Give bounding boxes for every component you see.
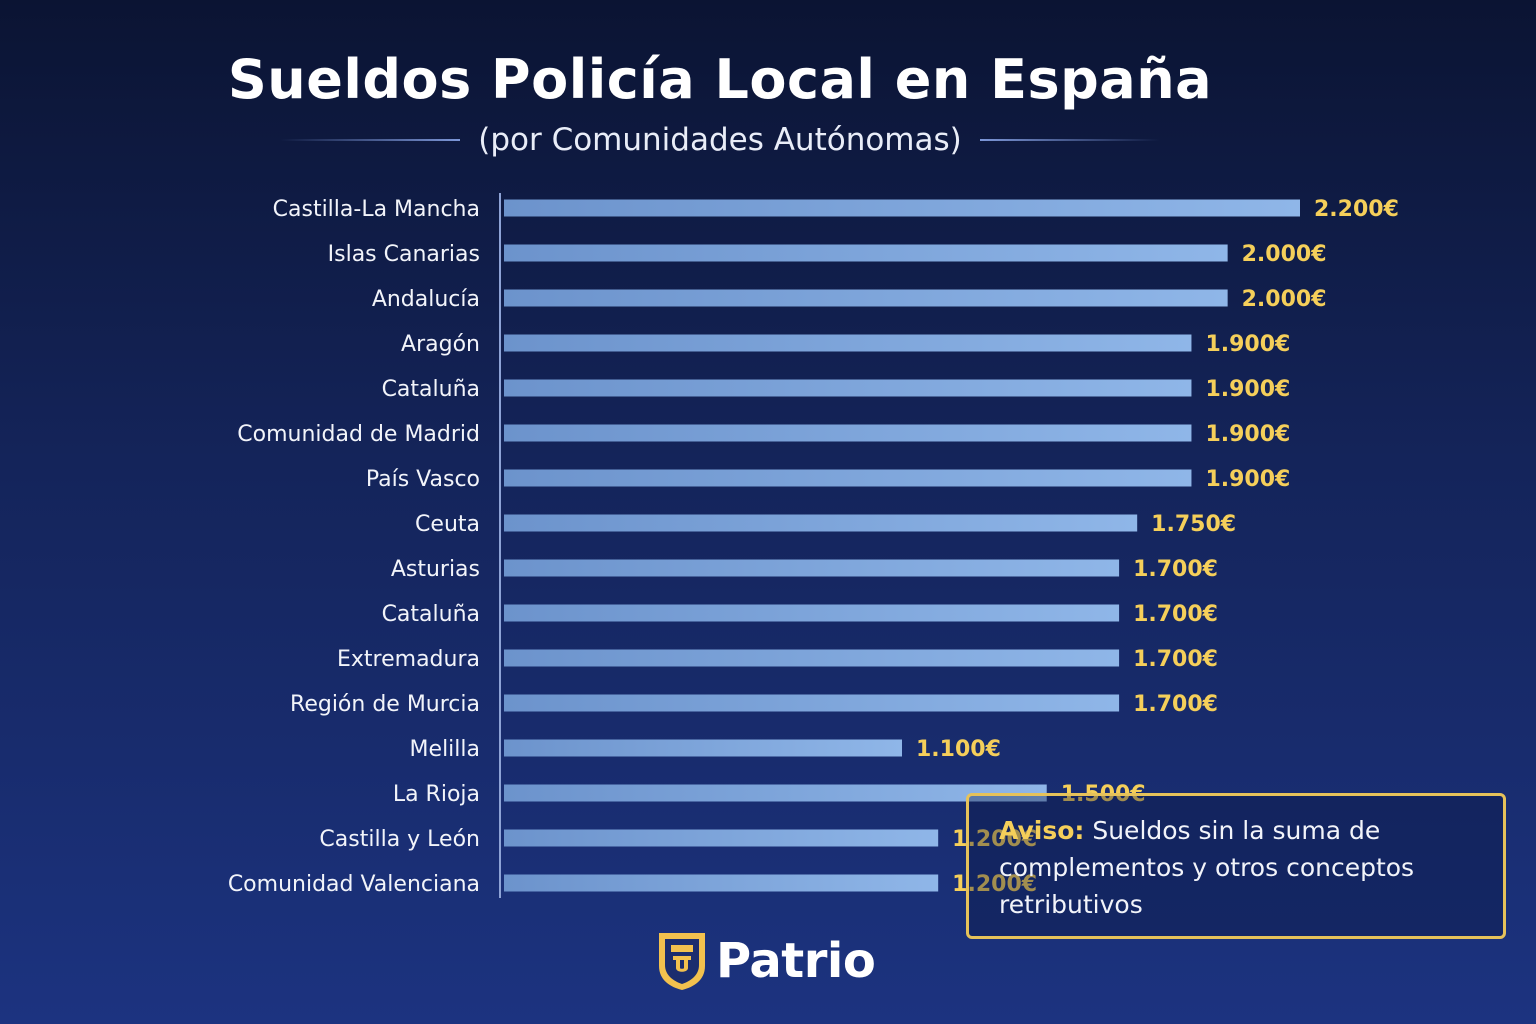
value-label: 1.900€ (1205, 377, 1290, 402)
shield-icon (659, 933, 705, 990)
chart-title: Sueldos Policía Local en España (227, 48, 1213, 111)
bar (504, 199, 1300, 217)
bar (504, 244, 1228, 262)
value-label: 1.700€ (1133, 557, 1218, 582)
value-label: 2.200€ (1314, 197, 1399, 222)
subtitle-row: (por Comunidades Autónomas) (0, 120, 1440, 160)
category-label: País Vasco (366, 467, 480, 492)
bar (504, 829, 939, 847)
brand-name: Patrio (716, 933, 876, 989)
bar (504, 289, 1228, 307)
bar (504, 379, 1192, 397)
bar (504, 559, 1120, 577)
bar (504, 424, 1192, 442)
category-label: La Rioja (393, 782, 480, 807)
bars-group: Castilla-La Mancha 2.200€ Islas Canarias 2.… (228, 197, 1399, 897)
value-label: 1.100€ (916, 737, 1001, 762)
bar (504, 469, 1192, 487)
subtitle-divider-right (979, 139, 1160, 141)
bar (504, 784, 1047, 802)
category-label: Región de Murcia (290, 692, 480, 717)
category-label: Aragón (401, 332, 480, 357)
value-label: 1.700€ (1133, 692, 1218, 717)
bar (504, 514, 1138, 532)
subtitle-divider-left (280, 139, 461, 141)
category-label: Islas Canarias (328, 242, 480, 267)
category-label: Melilla (410, 737, 480, 762)
value-label: 1.900€ (1205, 467, 1290, 492)
notice-box: Aviso: Sueldos sin la suma de complement… (966, 793, 1506, 939)
value-label: 1.900€ (1205, 332, 1290, 357)
notice-label: Aviso: (999, 816, 1085, 845)
bar (504, 649, 1120, 667)
bar (504, 694, 1120, 712)
value-label: 1.750€ (1151, 512, 1236, 537)
category-label: Ceuta (415, 512, 480, 537)
category-label: Asturias (391, 557, 480, 582)
bar (504, 874, 939, 892)
value-label: 1.900€ (1205, 422, 1290, 447)
category-label: Castilla-La Mancha (273, 197, 480, 222)
bar (504, 739, 902, 757)
category-label: Extremadura (337, 647, 480, 672)
category-label: Cataluña (382, 377, 480, 402)
value-label: 2.000€ (1242, 287, 1327, 312)
value-label: 1.700€ (1133, 647, 1218, 672)
notice-text: Sueldos sin la suma de complementos y ot… (999, 816, 1415, 919)
brand-logo: Patrio (656, 928, 876, 994)
chart-subtitle: (por Comunidades Autónomas) (478, 122, 962, 158)
value-label: 1.700€ (1133, 602, 1218, 627)
value-label: 2.000€ (1242, 242, 1327, 267)
category-label: Comunidad Valenciana (228, 872, 480, 897)
category-label: Comunidad de Madrid (237, 422, 480, 447)
bar (504, 334, 1192, 352)
category-label: Cataluña (382, 602, 480, 627)
category-label: Castilla y León (319, 827, 480, 852)
bar (504, 604, 1120, 622)
category-label: Andalucía (372, 287, 480, 312)
